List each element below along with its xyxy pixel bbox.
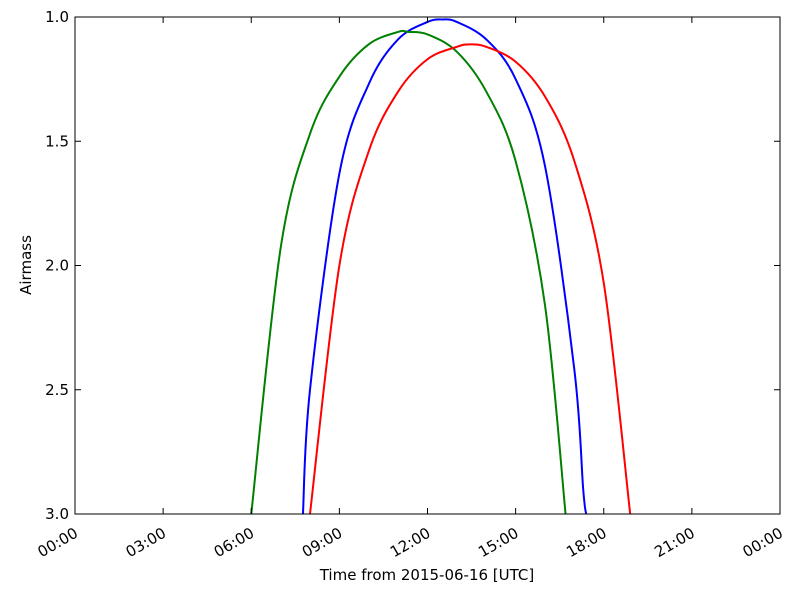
y-tick-label: 3.0 xyxy=(45,505,69,523)
x-tick-label: 15:00 xyxy=(475,524,521,561)
x-tick-label: 18:00 xyxy=(563,524,609,561)
series-layer xyxy=(250,18,632,514)
x-tick-label: 09:00 xyxy=(299,524,345,561)
ticks: 00:00 03:00 06:00 09:00 12:00 15:00 18:00 21:00… xyxy=(35,8,786,561)
x-tick-label: 06:00 xyxy=(211,524,257,561)
series-line-2 xyxy=(309,43,632,514)
x-tick-label: 00:00 xyxy=(35,524,81,561)
y-axis-label: Airmass xyxy=(17,235,35,295)
x-tick-label: 00:00 xyxy=(740,524,786,561)
y-tick-label: 2.5 xyxy=(45,381,69,399)
series-line-1 xyxy=(250,29,567,514)
y-tick-label: 1.0 xyxy=(45,8,69,26)
series-line-0 xyxy=(301,18,588,514)
y-tick-label: 2.0 xyxy=(45,257,69,275)
plot-frame xyxy=(74,16,781,515)
x-axis-label: Time from 2015-06-16 [UTC] xyxy=(319,566,535,584)
y-tick-label: 1.5 xyxy=(45,132,69,150)
x-tick-label: 21:00 xyxy=(651,524,697,561)
x-tick-label: 12:00 xyxy=(387,524,433,561)
x-tick-label: 03:00 xyxy=(123,524,169,561)
